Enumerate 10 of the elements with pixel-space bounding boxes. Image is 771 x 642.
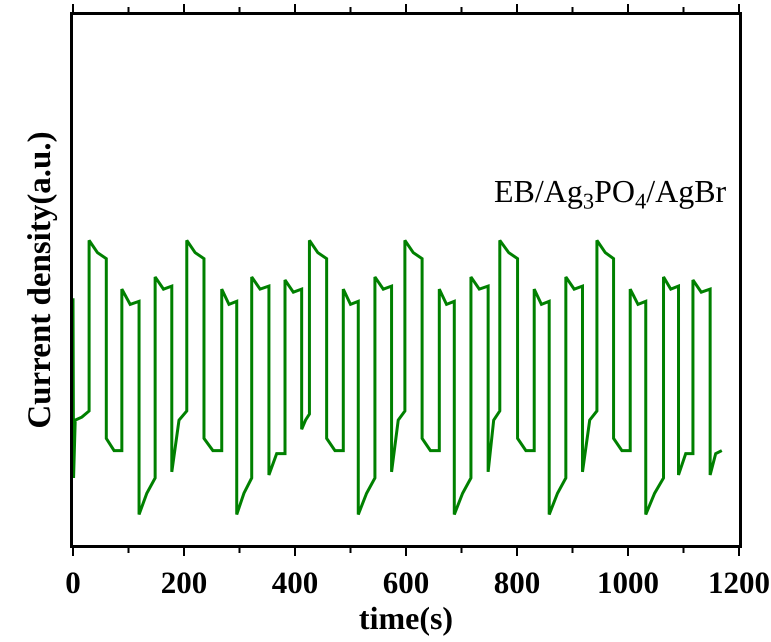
x-tick-label: 600 — [382, 565, 430, 600]
x-axis-title: time(s) — [358, 600, 454, 636]
y-axis-title: Current density(a.u.) — [22, 131, 58, 429]
x-tick-label: 1200 — [708, 565, 770, 600]
x-tick-label: 400 — [272, 565, 318, 600]
series-label: EB/Ag$_{3}$PO$_{4}$/AgBr — [494, 173, 727, 214]
x-tick-label: 1000 — [597, 565, 659, 600]
x-tick-label: 0 — [65, 565, 81, 600]
x-tick-label: 200 — [160, 565, 208, 600]
x-tick-label: 800 — [494, 565, 540, 600]
